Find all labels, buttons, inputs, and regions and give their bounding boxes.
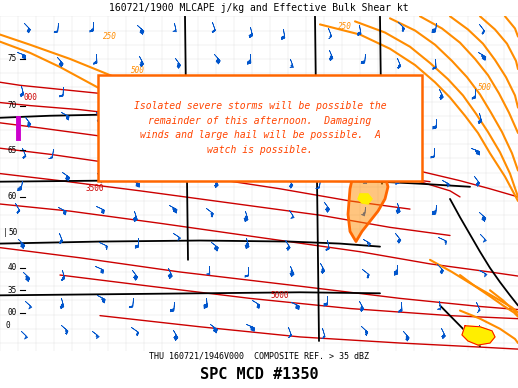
Text: 160721/1900 MLCAPE j/kg and Effective Bulk Shear kt: 160721/1900 MLCAPE j/kg and Effective Bu… bbox=[109, 3, 409, 13]
Polygon shape bbox=[462, 326, 495, 345]
Text: 250: 250 bbox=[103, 32, 117, 41]
Text: 60: 60 bbox=[8, 192, 17, 201]
Text: 50: 50 bbox=[8, 228, 17, 237]
Text: 40: 40 bbox=[8, 263, 17, 272]
Text: 3500: 3500 bbox=[86, 184, 104, 193]
Text: 70: 70 bbox=[8, 101, 17, 110]
Text: 75: 75 bbox=[8, 54, 17, 63]
Text: 0: 0 bbox=[6, 321, 11, 330]
Text: 65: 65 bbox=[8, 146, 17, 155]
Polygon shape bbox=[348, 166, 388, 242]
Text: 500: 500 bbox=[478, 83, 492, 92]
Text: 350000: 350000 bbox=[341, 162, 369, 171]
Text: 4500: 4500 bbox=[121, 164, 139, 173]
Text: 1000: 1000 bbox=[261, 133, 279, 142]
Text: 250: 250 bbox=[338, 22, 352, 31]
Text: Isolated severe storms will be possible the
remainder of this afternoon.  Damagi: Isolated severe storms will be possible … bbox=[134, 101, 386, 155]
Text: THU 160721/1946V000  COMPOSITE REF. > 35 dBZ: THU 160721/1946V000 COMPOSITE REF. > 35 … bbox=[149, 351, 369, 360]
Text: 4500: 4500 bbox=[100, 141, 119, 150]
Text: 2500: 2500 bbox=[286, 149, 304, 158]
Text: 4000: 4000 bbox=[96, 109, 114, 118]
Polygon shape bbox=[358, 194, 372, 204]
Text: 000: 000 bbox=[23, 93, 37, 102]
Text: 500: 500 bbox=[131, 66, 145, 74]
Text: 5000: 5000 bbox=[271, 291, 289, 300]
Text: 35: 35 bbox=[8, 286, 17, 295]
Text: |: | bbox=[3, 228, 8, 237]
FancyBboxPatch shape bbox=[98, 75, 422, 181]
Text: 00: 00 bbox=[8, 308, 17, 317]
Text: SPC MCD #1350: SPC MCD #1350 bbox=[199, 367, 319, 381]
